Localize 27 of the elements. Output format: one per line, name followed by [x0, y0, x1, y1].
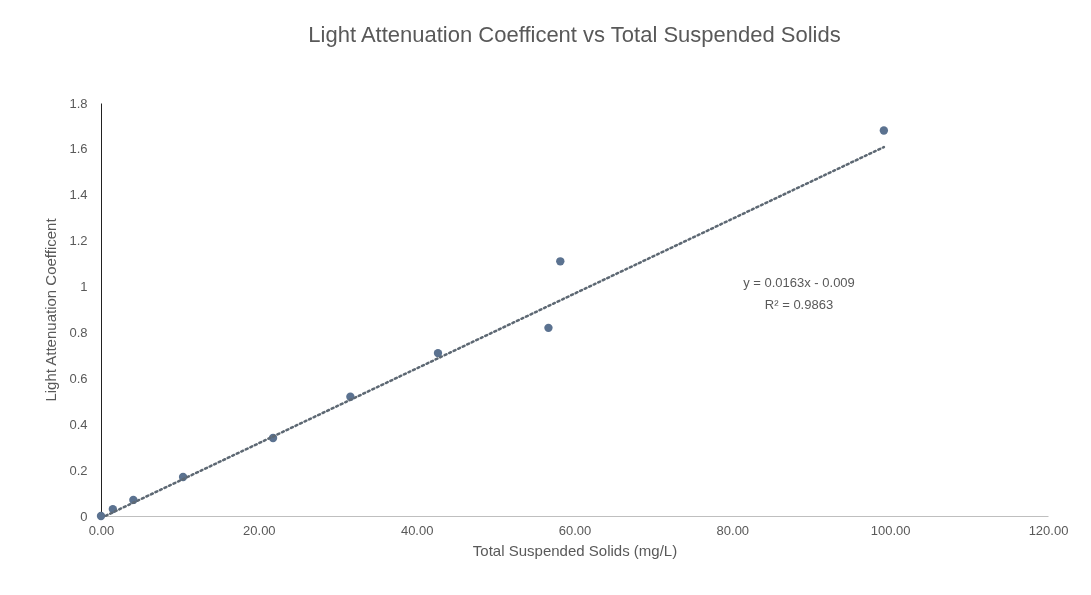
x-tick-label: 80.00: [716, 522, 750, 538]
y-axis-title: Light Attenuation Coefficent: [42, 217, 60, 402]
chart-title: Light Attenuation Coefficent vs Total Suspended Solids: [308, 22, 841, 47]
y-tick-label: 0.2: [69, 462, 88, 478]
point: [556, 257, 565, 266]
annotation: y = 0.0163x - 0.009: [743, 275, 855, 290]
y-tick-label: 1.4: [69, 187, 88, 203]
y-tick-label: 1: [80, 279, 88, 295]
y-tick-label: 1.8: [69, 95, 88, 111]
x-tick-label: 0.00: [88, 522, 115, 538]
y-tick-label: 1.2: [69, 233, 88, 249]
x-tick-label: 60.00: [558, 522, 592, 538]
y-tick-label: 0.4: [69, 416, 88, 432]
y-tick-label: 0.8: [69, 324, 88, 340]
x-tick-label: 120.00: [1028, 522, 1069, 538]
y-tick-label: 1.6: [69, 141, 88, 157]
annotation: R² = 0.9863: [764, 297, 834, 312]
x-tick-label: 20.00: [243, 522, 276, 538]
y-tick-label: 0.6: [69, 370, 88, 386]
point: [96, 511, 106, 521]
point: [433, 348, 443, 358]
y-tick-label: 0: [80, 508, 88, 524]
x-axis-title: Total Suspended Solids (mg/L): [472, 541, 678, 559]
x-tick-label: 100.00: [870, 522, 911, 538]
x-tick-label: 40.00: [400, 522, 434, 538]
point: [879, 126, 889, 135]
point: [544, 323, 553, 333]
